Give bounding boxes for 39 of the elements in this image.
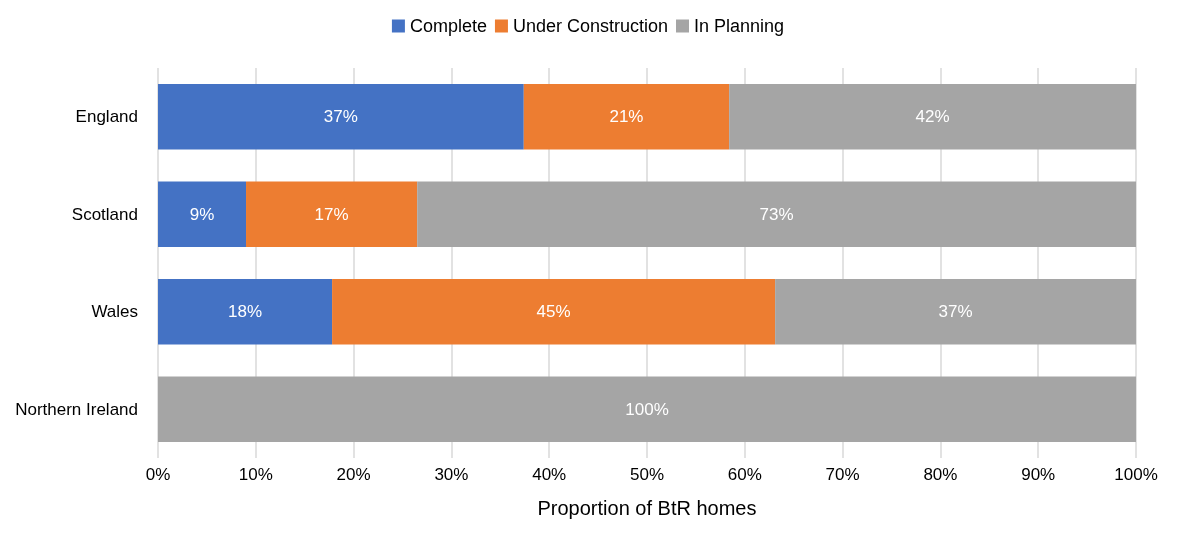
x-tick-label: 10% bbox=[238, 465, 273, 484]
x-tick-label: 50% bbox=[629, 465, 665, 484]
y-tick-label: Northern Ireland bbox=[15, 399, 138, 419]
data-label: 9% bbox=[189, 204, 215, 224]
legend-label: Under Construction bbox=[512, 16, 669, 36]
x-tick-label: 90% bbox=[1021, 465, 1056, 484]
data-label: 42% bbox=[915, 107, 950, 127]
legend-label: In Planning bbox=[694, 16, 785, 36]
bar bbox=[417, 181, 1136, 247]
data-label: 37% bbox=[938, 302, 973, 322]
data-label: 45% bbox=[536, 302, 571, 322]
bar bbox=[523, 84, 730, 150]
bar bbox=[158, 279, 333, 345]
x-axis-title: Proportion of BtR homes bbox=[537, 497, 757, 519]
data-label: 73% bbox=[759, 204, 794, 224]
bar bbox=[158, 376, 1136, 442]
bar bbox=[158, 84, 524, 150]
x-tick-label: 0% bbox=[145, 465, 171, 484]
bar bbox=[729, 84, 1136, 150]
y-tick-label: Wales bbox=[91, 302, 138, 322]
data-label: 18% bbox=[228, 302, 263, 322]
x-tick-label: 40% bbox=[532, 465, 567, 484]
x-tick-label: 80% bbox=[923, 465, 958, 484]
data-label: 100% bbox=[625, 399, 669, 419]
x-tick-label: 20% bbox=[336, 465, 371, 484]
y-tick-label: England bbox=[75, 107, 138, 127]
x-tick-label: 100% bbox=[1114, 465, 1158, 484]
x-tick-label: 30% bbox=[434, 465, 469, 484]
data-label: 37% bbox=[323, 107, 358, 127]
bar bbox=[775, 279, 1136, 345]
bar bbox=[246, 181, 418, 247]
legend-label: Complete bbox=[409, 16, 487, 36]
x-tick-label: 60% bbox=[727, 465, 762, 484]
bar bbox=[158, 181, 247, 247]
data-label: 17% bbox=[314, 204, 349, 224]
y-tick-label: Scotland bbox=[71, 204, 138, 224]
bar bbox=[332, 279, 776, 345]
data-label: 21% bbox=[609, 107, 644, 127]
x-tick-label: 70% bbox=[825, 465, 860, 484]
